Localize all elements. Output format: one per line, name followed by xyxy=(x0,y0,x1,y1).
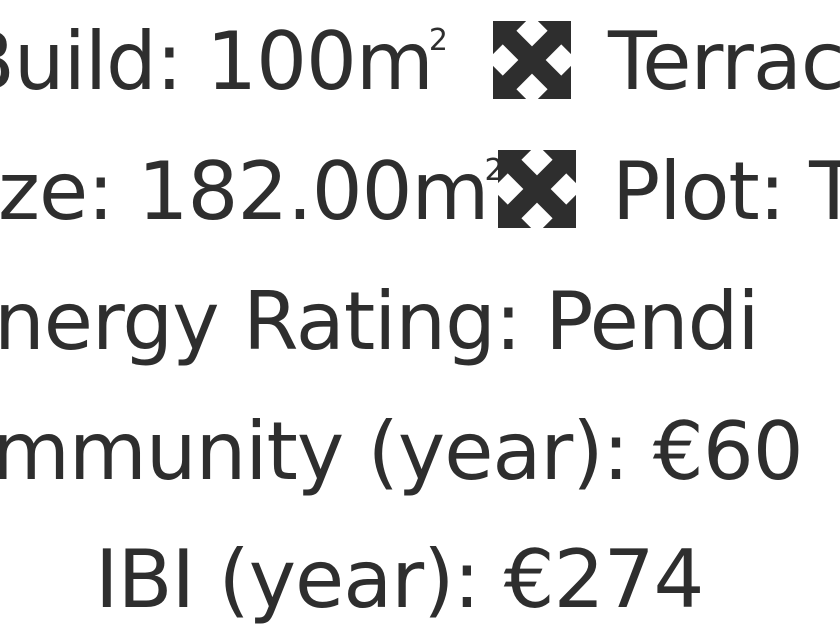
build-label: Build: 100m xyxy=(0,15,434,108)
plot-size: ze: 182.00m2 xyxy=(0,152,504,232)
terrace-size: Terrac xyxy=(608,15,840,108)
ibi-tax: IBI (year): €274 xyxy=(95,533,704,626)
expand-arrows-icon xyxy=(498,150,576,228)
build-size: Build: 100m2 xyxy=(0,22,448,102)
plot-label: Plot: T xyxy=(612,145,840,238)
expand-arrows-icon xyxy=(493,21,571,99)
community-fee: mmunity (year): €60 xyxy=(0,405,804,498)
size-label: ze: 182.00m xyxy=(0,145,489,238)
unit-superscript: 2 xyxy=(428,23,448,58)
energy-rating: nergy Rating: Pendi xyxy=(0,275,760,368)
